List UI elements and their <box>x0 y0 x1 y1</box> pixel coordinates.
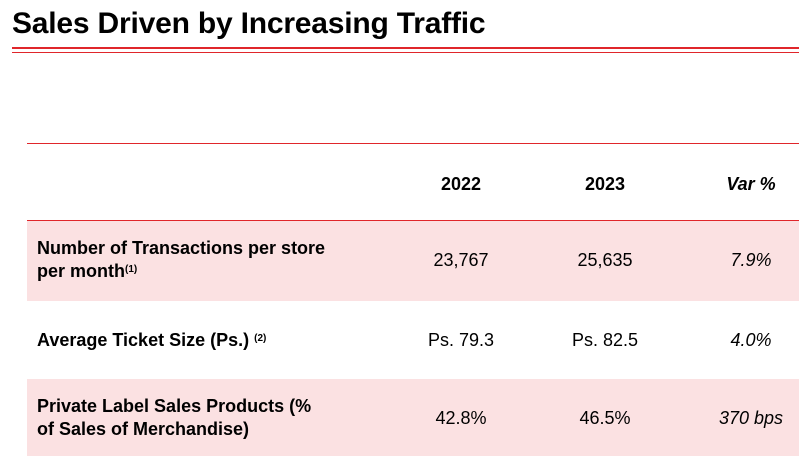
table-top-divider <box>27 143 799 144</box>
row-label: Private Label Sales Products (% of Sales… <box>37 395 311 441</box>
table-row-private-label: Private Label Sales Products (% of Sales… <box>27 379 799 456</box>
footnote-marker: (2) <box>254 333 267 344</box>
page-title: Sales Driven by Increasing Traffic <box>12 7 486 40</box>
header-divider <box>27 220 799 221</box>
column-header-2023: 2023 <box>584 174 626 194</box>
title-divider-thick <box>12 47 799 49</box>
row-label-line1: Private Label Sales Products (% <box>37 396 312 416</box>
value-2023: 46.5% <box>579 408 631 428</box>
table-row-ticket-size: Average Ticket Size (Ps.) (2) Ps. 79.3 P… <box>27 301 799 379</box>
row-label-line1: Average Ticket Size (Ps.) <box>37 330 250 350</box>
value-2022: 42.8% <box>435 408 487 428</box>
value-2023: 25,635 <box>577 250 633 270</box>
value-var: 7.9% <box>730 250 772 270</box>
table-row-transactions: Number of Transactions per store per mon… <box>27 221 799 301</box>
row-label-line1: Number of Transactions per store <box>37 238 326 258</box>
value-var: 4.0% <box>730 330 772 350</box>
value-2023: Ps. 82.5 <box>571 330 639 350</box>
row-label: Number of Transactions per store per mon… <box>37 237 325 283</box>
value-2022: 23,767 <box>433 250 489 270</box>
column-header-var: Var % <box>726 174 776 194</box>
row-label-line2: per month <box>37 261 125 281</box>
value-2022: Ps. 79.3 <box>427 330 495 350</box>
footnote-marker: (1) <box>125 264 138 275</box>
title-divider-thin <box>12 52 799 53</box>
column-header-2022: 2022 <box>440 174 482 194</box>
row-label-line2: of Sales of Merchandise) <box>37 419 250 439</box>
row-label: Average Ticket Size (Ps.) (2) <box>37 329 266 352</box>
value-var: 370 bps <box>718 408 784 428</box>
